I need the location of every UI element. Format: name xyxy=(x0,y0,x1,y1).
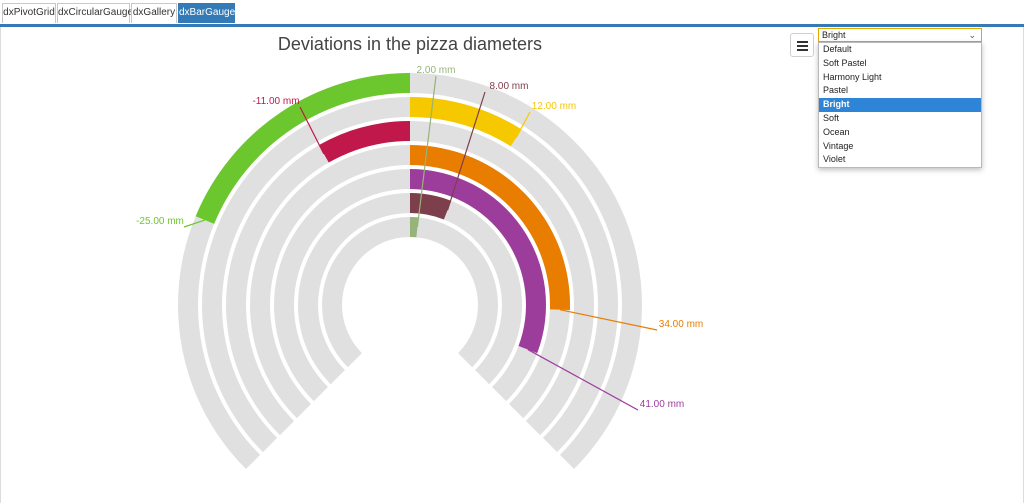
palette-option[interactable]: Ocean xyxy=(823,126,850,137)
value-label-connector xyxy=(559,309,658,331)
palette-option[interactable]: Bright xyxy=(819,98,981,112)
gauge-track xyxy=(298,193,523,385)
value-label: 8.00 mm xyxy=(490,81,529,92)
gauge-track xyxy=(274,169,546,402)
chevron-down-icon: ⌄ xyxy=(968,30,976,40)
value-label-connector xyxy=(416,75,437,228)
gauge-tracks xyxy=(177,72,642,470)
palette-select-value: Bright xyxy=(822,30,846,40)
palette-option[interactable]: Default xyxy=(823,44,852,54)
palette-option[interactable]: Violet xyxy=(823,154,846,165)
value-label-connector xyxy=(446,91,486,211)
gauge-bar[interactable] xyxy=(318,121,410,163)
export-menu-button[interactable] xyxy=(790,33,814,57)
chart-title: Deviations in the pizza diameters xyxy=(278,34,542,54)
palette-option[interactable]: Harmony Light xyxy=(823,71,882,82)
palette-option[interactable]: Pastel xyxy=(823,85,849,96)
value-label: -25.00 mm xyxy=(136,216,184,227)
value-label-connector xyxy=(183,219,206,228)
gauge-value-labels: 2.00 mm 8.00 mm 41.00 mm 34.00 mm -11.00 mm 1… xyxy=(136,65,703,411)
palette-dropdown-list: Default Soft Pastel Harmony Light Pastel Bri… xyxy=(818,42,982,169)
tab-gallery[interactable]: dxGallery xyxy=(131,3,177,23)
gauge-track xyxy=(202,97,618,453)
value-label: 34.00 mm xyxy=(659,319,703,330)
palette-option[interactable]: Vintage xyxy=(823,140,854,151)
value-label-connector xyxy=(299,106,325,155)
tab-bar: dxPivotGrid dxCircularGauge dxGallery dx… xyxy=(0,0,1024,27)
palette-option[interactable]: Soft xyxy=(823,112,840,123)
value-label: 12.00 mm xyxy=(532,101,576,112)
tab-bar-gauge[interactable]: dxBarGauge xyxy=(178,3,235,23)
gauge-bar[interactable] xyxy=(195,73,410,224)
palette-select[interactable]: Bright ⌄ xyxy=(818,28,982,42)
tab-pivot-grid[interactable]: dxPivotGrid xyxy=(2,3,56,23)
value-label: -11.00 mm xyxy=(252,96,299,107)
value-label-connector xyxy=(515,111,531,139)
gauge-bar[interactable] xyxy=(410,169,546,354)
gauge-track xyxy=(322,217,498,368)
gauge-bar[interactable] xyxy=(410,97,522,147)
tab-circular-gauge[interactable]: dxCircularGauge xyxy=(57,3,133,23)
value-label-connector xyxy=(527,349,639,411)
gauge-bar[interactable] xyxy=(410,193,452,220)
gauge-bar[interactable] xyxy=(410,217,419,238)
value-label: 41.00 mm xyxy=(640,399,684,410)
gauge-track xyxy=(177,72,642,470)
gauge-track xyxy=(226,120,594,436)
palette-option[interactable]: Soft Pastel xyxy=(823,57,867,68)
gauge-track xyxy=(250,145,571,419)
value-label: 2.00 mm xyxy=(417,65,456,76)
